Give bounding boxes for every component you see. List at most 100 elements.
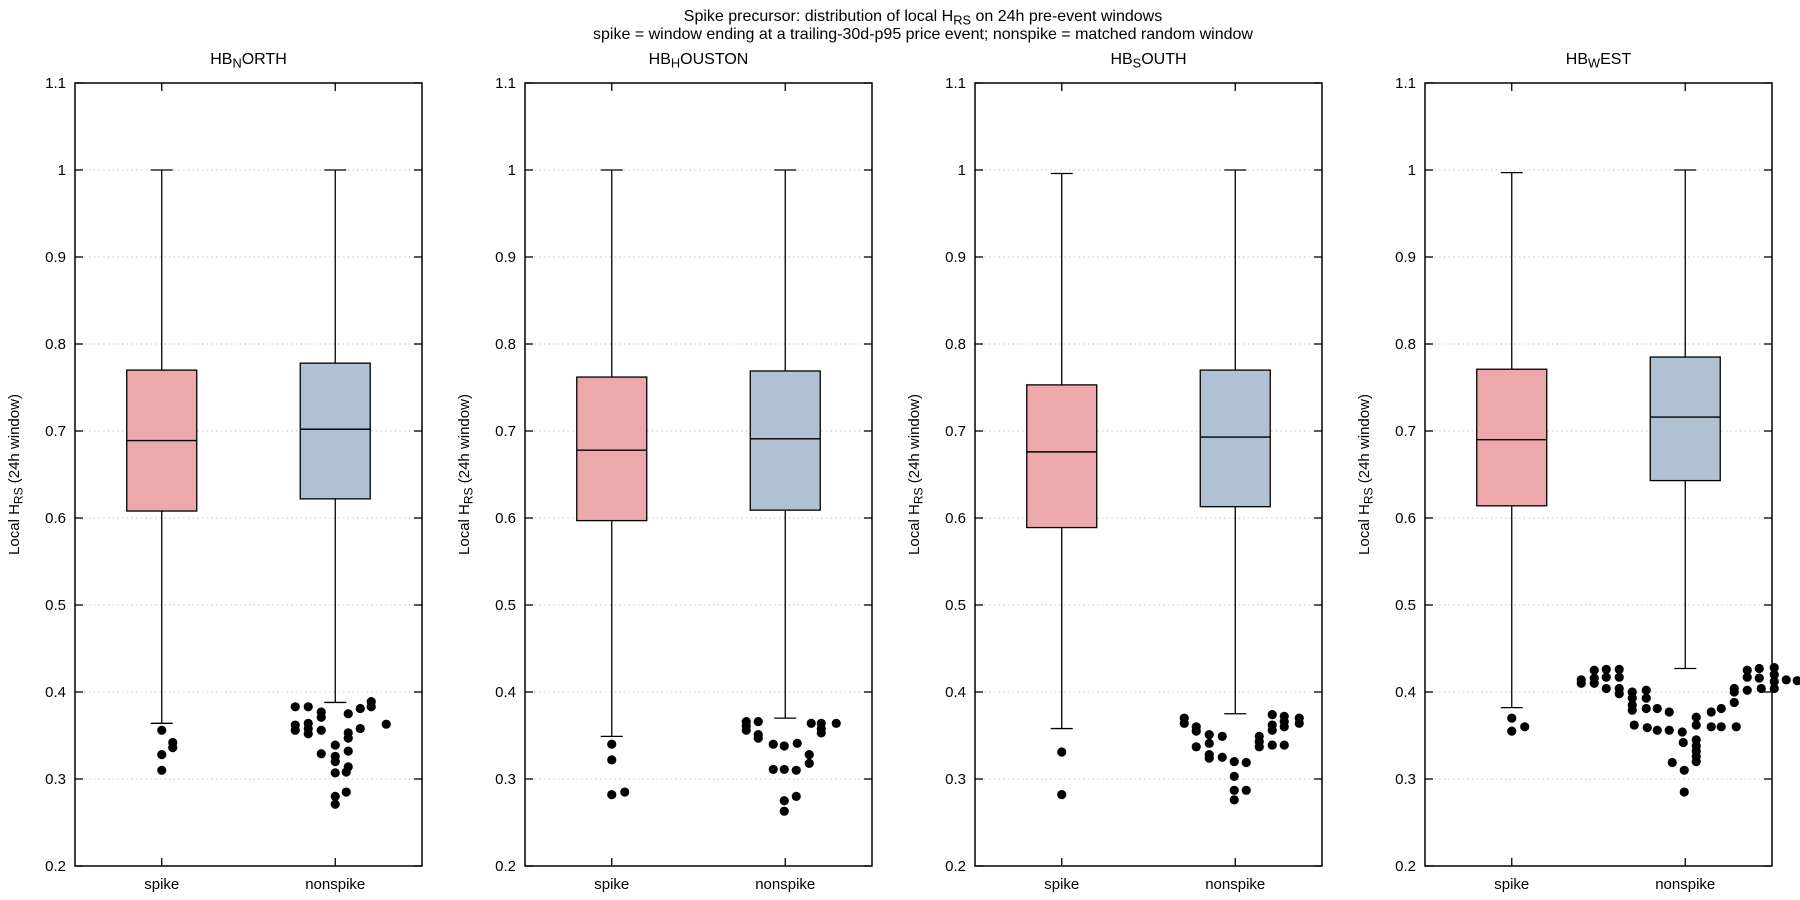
outlier-dot: [791, 791, 801, 802]
outlier-dot: [1507, 713, 1517, 723]
outlier-dot: [355, 703, 365, 714]
outlier-dot: [620, 787, 630, 797]
outlier-dot: [290, 702, 300, 712]
outlier-dot: [1691, 720, 1701, 730]
outlier-dot: [157, 765, 167, 775]
y-tick-label: 0.9: [1395, 249, 1416, 266]
y-tick-label: 0.2: [495, 858, 516, 875]
outlier-dot: [1716, 703, 1726, 714]
panel-2: 0.2 0.3 0.4 0.5 0.6 0.7 0.8 0.9 1 1.1 HBSOUTH Local…: [906, 51, 1323, 893]
y-tick-label: 0.8: [495, 336, 516, 353]
outlier-dot: [341, 787, 351, 797]
outlier-dot: [1769, 670, 1779, 680]
outlier-dot: [1520, 722, 1530, 732]
y-tick-label: 1.1: [45, 75, 66, 92]
outlier-dot: [607, 790, 617, 800]
outlier-dot: [1627, 693, 1637, 703]
outlier-dot: [1769, 663, 1779, 673]
outlier-dot: [753, 733, 763, 743]
panel-1: 0.2 0.3 0.4 0.5 0.6 0.7 0.8 0.9 1 1.1 HBHOUSTON Loc…: [456, 51, 873, 893]
outlier-dot: [1641, 703, 1651, 714]
outlier-dot: [607, 739, 617, 749]
box-group-nonspike: nonspike: [290, 83, 391, 893]
outlier-dot: [1679, 787, 1689, 797]
outlier-dot: [1742, 665, 1752, 675]
y-tick-label: 0.4: [1395, 684, 1416, 701]
category-label: nonspike: [755, 876, 815, 893]
outlier-dot: [768, 739, 778, 749]
iqr-box: [299, 362, 371, 500]
outlier-dot: [1614, 664, 1624, 674]
outlier-dot: [290, 725, 300, 735]
outlier-dot: [1229, 785, 1239, 795]
box-group-spike: spike: [576, 83, 648, 893]
outlier-dot: [1229, 795, 1239, 805]
y-tick-label: 1: [508, 162, 516, 179]
outlier-dot: [1664, 725, 1674, 735]
outlier-dot: [355, 723, 365, 734]
y-tick-label: 1.1: [495, 75, 516, 92]
outlier-dot: [1678, 737, 1688, 748]
outlier-dot: [768, 764, 778, 775]
y-tick-label: 0.3: [45, 771, 66, 788]
iqr-box: [1476, 368, 1548, 507]
outlier-dot: [330, 740, 340, 750]
outlier-dot: [1229, 771, 1239, 781]
y-axis-label: Local HRS (24h window): [1356, 394, 1375, 555]
outlier-dot: [330, 768, 340, 778]
outlier-dot: [316, 712, 326, 722]
iqr-box: [576, 376, 648, 522]
outlier-dot: [1716, 722, 1726, 732]
outlier-dot: [303, 729, 313, 739]
outlier-dot: [1642, 723, 1652, 733]
box-group-spike: spike: [126, 83, 198, 893]
outlier-dot: [1057, 747, 1067, 757]
y-tick-label: 0.4: [945, 684, 966, 701]
outlier-dot: [157, 725, 167, 735]
outlier-dot: [1229, 757, 1239, 767]
outlier-dot: [1601, 664, 1611, 674]
outlier-dot: [330, 791, 340, 802]
outlier-dot: [1614, 672, 1624, 682]
outlier-dot: [607, 755, 617, 765]
outlier-dot: [1589, 678, 1599, 688]
y-tick-label: 0.5: [495, 597, 516, 614]
y-tick-label: 0.6: [45, 510, 66, 527]
outlier-dot: [1679, 765, 1689, 775]
outlier-dot: [1614, 689, 1624, 699]
y-tick-label: 1: [958, 162, 966, 179]
y-tick-label: 0.8: [1395, 336, 1416, 353]
outlier-dot: [779, 741, 789, 751]
y-tick-label: 1.1: [1395, 75, 1416, 92]
outlier-dot: [341, 767, 351, 777]
outlier-dot: [1706, 722, 1716, 732]
y-tick-label: 0.4: [495, 684, 516, 701]
category-label: nonspike: [1205, 876, 1265, 893]
y-tick-label: 1.1: [945, 75, 966, 92]
outlier-dot: [1191, 726, 1201, 736]
outlier-dot: [1241, 757, 1251, 768]
y-tick-label: 0.7: [1395, 423, 1416, 440]
panel-title: HBSOUTH: [1110, 51, 1186, 71]
y-tick-label: 0.2: [45, 858, 66, 875]
outlier-dot: [1769, 683, 1779, 694]
y-tick-label: 0.2: [945, 858, 966, 875]
iqr-box: [1199, 369, 1271, 508]
outlier-dot: [1204, 738, 1214, 748]
outlier-dot: [1576, 678, 1586, 688]
outlier-dot: [1652, 703, 1662, 714]
category-label: nonspike: [305, 876, 365, 893]
y-tick-label: 1: [58, 162, 66, 179]
category-label: spike: [594, 876, 629, 893]
outlier-dot: [1191, 742, 1201, 752]
outlier-dot: [1204, 730, 1214, 740]
outlier-dot: [1267, 725, 1277, 735]
outlier-dot: [1781, 675, 1791, 685]
outlier-dot: [1729, 697, 1739, 708]
outlier-dot: [741, 725, 751, 735]
outlier-dot: [330, 757, 340, 767]
outlier-dot: [753, 716, 763, 727]
outlier-dot: [1294, 718, 1304, 728]
outlier-dot: [343, 746, 353, 756]
